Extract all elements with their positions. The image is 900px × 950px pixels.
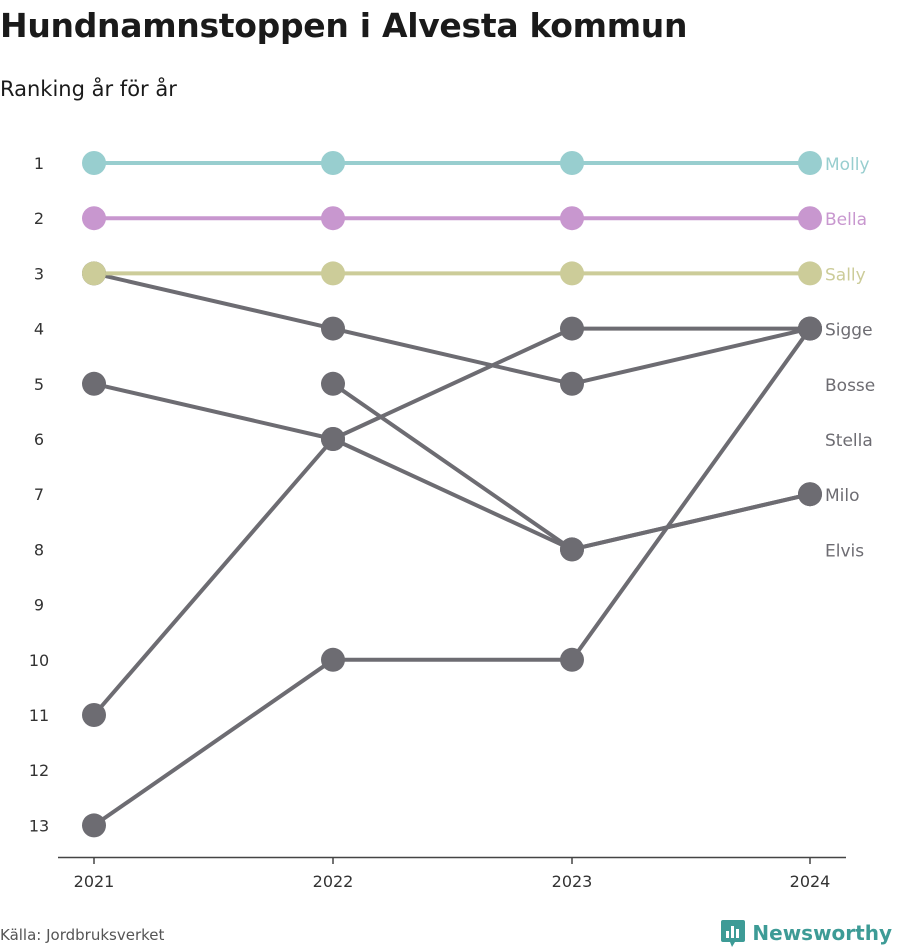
- data-point-milo: [321, 427, 345, 451]
- data-point-molly: [82, 151, 106, 175]
- data-point-sigge: [560, 316, 584, 341]
- series-line-stella: [92, 326, 812, 828]
- series-label-sally: Sally: [825, 265, 866, 285]
- brand-name: Newsworthy: [752, 921, 892, 945]
- data-point-bella: [560, 206, 584, 231]
- data-point-sally: [82, 261, 106, 286]
- series-line-sigge: [92, 326, 812, 717]
- data-point-stella: [321, 647, 345, 672]
- y-tick-label: 10: [29, 651, 49, 670]
- data-point-stella: [798, 316, 822, 341]
- y-tick-label: 1: [34, 154, 44, 173]
- y-tick-label: 5: [34, 375, 44, 394]
- brand-logo: Newsworthy: [720, 918, 892, 948]
- x-tick-label: 2022: [313, 872, 354, 891]
- y-tick-label: 8: [34, 540, 44, 559]
- source-note: Källa: Jordbruksverket: [0, 926, 165, 944]
- y-tick-label: 13: [29, 816, 49, 835]
- series-label-milo: Milo: [825, 486, 860, 506]
- data-point-bella: [82, 206, 106, 231]
- chart-logo-icon: [721, 920, 746, 947]
- data-point-bosse: [560, 371, 584, 396]
- series-label-elvis: Elvis: [825, 541, 864, 561]
- data-point-bosse: [321, 316, 345, 341]
- data-point-sally: [798, 261, 822, 286]
- data-point-elvis: [321, 371, 345, 396]
- y-tick-label: 2: [34, 209, 44, 228]
- y-tick-label: 4: [34, 320, 44, 339]
- data-point-elvis: [798, 482, 822, 507]
- data-point-bella: [321, 206, 345, 231]
- series-label-molly: Molly: [825, 155, 870, 175]
- y-tick-label: 9: [34, 596, 44, 615]
- data-point-stella: [82, 813, 106, 838]
- y-tick-label: 6: [34, 430, 44, 449]
- y-tick-label: 12: [29, 761, 49, 780]
- y-tick-label: 7: [34, 485, 44, 504]
- data-point-molly: [321, 151, 345, 175]
- other-series-lines: [92, 271, 812, 828]
- data-point-bella: [798, 206, 822, 231]
- x-tick-label: 2023: [552, 872, 593, 891]
- chart-title: Hundnamnstoppen i Alvesta kommun: [0, 6, 688, 45]
- highlight-series-lines: [92, 161, 812, 276]
- y-tick-label: 3: [34, 264, 44, 283]
- series-label-sigge: Sigge: [825, 321, 873, 341]
- series-label-stella: Stella: [825, 431, 873, 451]
- data-point-milo: [82, 371, 106, 396]
- data-point-elvis: [560, 537, 584, 562]
- series-labels: Molly Bella Sally Sigge Bosse Stella Milo Elvis: [825, 155, 875, 561]
- data-point-molly: [560, 151, 584, 175]
- series-line-elvis: [331, 381, 812, 552]
- x-axis: 2021 2022 2023 2024: [58, 856, 846, 891]
- data-point-sally: [560, 261, 584, 286]
- chart-subtitle: Ranking år för år: [0, 77, 177, 101]
- series-points: [82, 151, 822, 838]
- series-label-bosse: Bosse: [825, 376, 875, 396]
- x-tick-label: 2021: [74, 872, 115, 891]
- data-point-sigge: [82, 703, 106, 727]
- series-line-bosse: [92, 271, 812, 386]
- series-label-bella: Bella: [825, 210, 867, 230]
- data-point-sally: [321, 261, 345, 286]
- x-tick-label: 2024: [790, 872, 831, 891]
- y-tick-label: 11: [29, 706, 49, 725]
- data-point-molly: [798, 151, 822, 175]
- data-point-stella: [560, 647, 584, 672]
